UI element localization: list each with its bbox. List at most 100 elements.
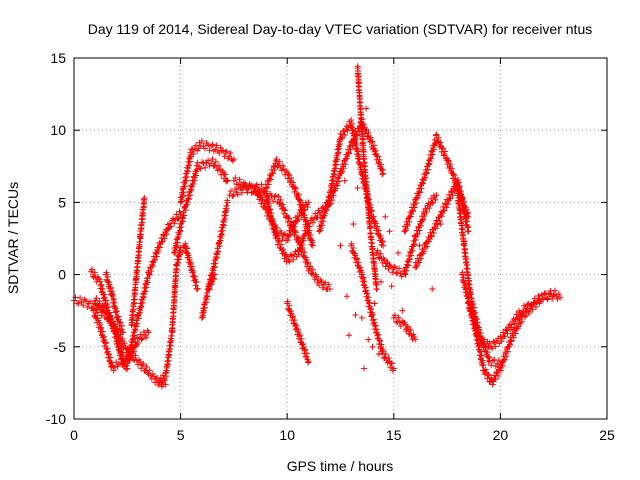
data-point-arc14: [232, 186, 239, 193]
data-point-arc10: [200, 142, 207, 149]
data-point-arc23: [386, 261, 393, 268]
data-point-arc15: [230, 177, 237, 184]
data-point-arc10: [187, 153, 194, 160]
data-point-arc11: [182, 240, 189, 247]
data-point-arc13: [223, 202, 230, 209]
data-point-arc7: [152, 257, 159, 264]
data-point-arc4: [92, 314, 99, 321]
data-point-arc1: [138, 365, 145, 372]
data-point-arc7: [156, 239, 163, 246]
data-point-arc20: [374, 153, 381, 160]
data-point-arc21: [359, 271, 366, 278]
data-point-arc3: [107, 313, 114, 320]
data-point-arc7: [163, 231, 170, 238]
data-point-arc22: [373, 276, 380, 283]
data-point-arc19: [331, 168, 338, 175]
data-point-arc21: [385, 355, 392, 362]
data-point-arc19: [318, 222, 325, 229]
data-point-arc2: [139, 335, 146, 342]
scatter-point: [360, 365, 367, 372]
data-point-arc19: [354, 148, 361, 155]
scatter-point: [343, 293, 350, 300]
data-point-arc19: [336, 140, 343, 147]
data-point-arc7: [138, 304, 145, 311]
data-point-arc3: [123, 366, 130, 373]
data-point-arc23: [394, 269, 401, 276]
data-point-arc19: [338, 134, 345, 141]
data-point-arc14: [316, 282, 323, 289]
data-point-arc9: [185, 196, 192, 203]
data-point-arc6: [137, 231, 144, 238]
data-point-arc19: [323, 207, 330, 214]
data-point-arc17: [334, 182, 341, 189]
data-point-arc9: [210, 163, 217, 170]
data-point-arc19: [353, 145, 360, 152]
data-point-arc11: [194, 286, 201, 293]
data-point-arc19: [320, 218, 327, 225]
data-point-arc1: [146, 367, 153, 374]
x-tick-label: 5: [177, 427, 185, 443]
data-point-arc22: [360, 148, 367, 155]
data-point-arc28: [484, 372, 491, 379]
data-point-arc17: [278, 241, 285, 248]
data-point-arc1: [86, 298, 93, 305]
chart-title: Day 119 of 2014, Sidereal Day-to-day VTE…: [88, 21, 592, 37]
data-point-arc23: [403, 267, 410, 274]
data-point-arc7: [148, 267, 155, 274]
data-point-arc16: [284, 237, 291, 244]
data-point-arc17: [263, 190, 270, 197]
data-point-arc8: [174, 259, 181, 266]
tick-layer: 0 5 10 15 20 25 -10 -5 0 5 10 15: [46, 50, 615, 443]
data-point-arc13: [211, 264, 218, 271]
data-point-arc2: [143, 334, 150, 341]
data-point-arc1: [77, 294, 84, 301]
data-point-arc23: [422, 205, 429, 212]
data-point-arc10: [198, 138, 205, 145]
data-point-arc15: [269, 170, 276, 177]
data-point-arc8: [161, 377, 168, 384]
data-point-arc13: [215, 248, 222, 255]
data-point-arc14: [234, 191, 241, 198]
data-point-arc17: [276, 237, 283, 244]
data-point-arc8: [169, 325, 176, 332]
data-point-arc4: [92, 309, 99, 316]
data-point-arc11: [192, 276, 199, 283]
data-point-arc8: [165, 357, 172, 364]
data-point-arc11: [186, 256, 193, 263]
data-point-arc27: [464, 265, 471, 272]
data-point-arc20: [347, 146, 354, 153]
data-point-arc19: [370, 213, 377, 220]
data-point-arc4: [105, 350, 112, 357]
data-point-arc6: [141, 195, 148, 202]
data-point-arc6: [133, 279, 140, 286]
data-point-arc23: [421, 212, 428, 219]
data-point-arc15: [271, 166, 278, 173]
data-point-arc23: [420, 216, 427, 223]
data-point-arc20: [367, 134, 374, 141]
data-point-arc2: [102, 297, 109, 304]
data-point-arc9: [215, 162, 222, 169]
data-point-arc20: [378, 161, 385, 168]
data-point-arc19: [379, 238, 386, 245]
data-point-arc17: [310, 219, 317, 226]
data-point-arc14: [275, 193, 282, 200]
data-point-arc1: [140, 360, 147, 367]
data-point-arc19: [374, 223, 381, 230]
data-point-arc19: [317, 225, 324, 232]
data-point-arc21: [373, 326, 380, 333]
data-point-arc7: [130, 336, 137, 343]
data-point-arc10: [209, 141, 216, 148]
data-point-arc19: [349, 120, 356, 127]
x-tick-label: 15: [386, 427, 402, 443]
data-point-arc13: [208, 275, 215, 282]
data-point-arc21: [380, 348, 387, 355]
data-point-arc8: [158, 380, 165, 387]
data-point-arc7: [126, 352, 133, 359]
data-point-arc23: [415, 223, 422, 230]
data-point-arc16: [300, 203, 307, 210]
data-point-arc9: [178, 224, 185, 231]
data-point-arc17: [302, 230, 309, 237]
scatter-point: [354, 184, 361, 191]
data-point-arc19: [328, 184, 335, 191]
data-point-arc17: [306, 223, 313, 230]
